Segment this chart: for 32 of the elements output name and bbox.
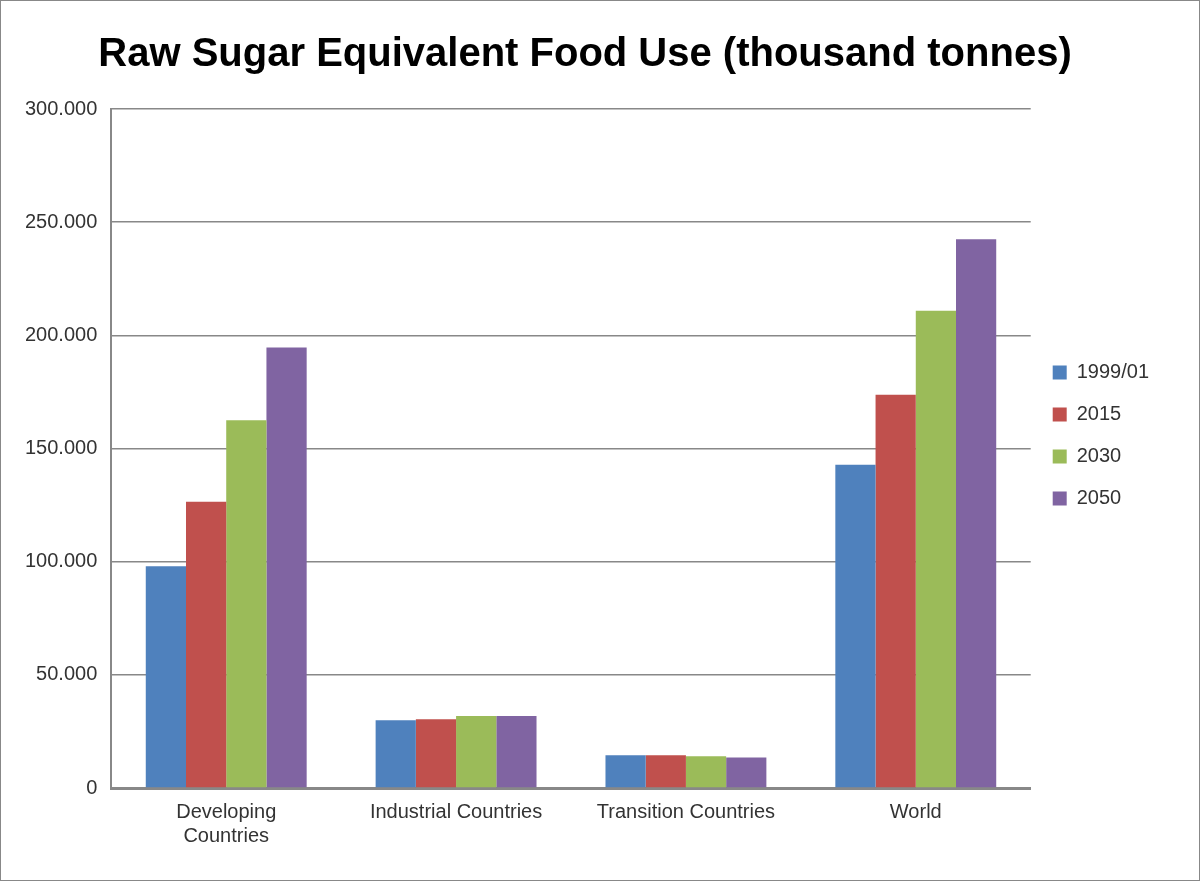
- bar: [605, 755, 646, 788]
- bar: [415, 719, 457, 788]
- bar: [875, 394, 916, 788]
- chart-title: Raw Sugar Equivalent Food Use (thousand tonnes): [98, 30, 1072, 75]
- legend-label: 2050: [1076, 486, 1122, 509]
- bar: [956, 239, 997, 788]
- y-tick-label: 200.000: [25, 322, 98, 345]
- x-tick-label: Transition Countries: [596, 799, 776, 822]
- y-tick-label: 100.000: [25, 549, 98, 572]
- y-tick-label: 150.000: [25, 436, 98, 459]
- legend-label: 1999/01: [1076, 360, 1149, 383]
- legend-label: 2030: [1076, 444, 1122, 467]
- bar: [145, 566, 186, 788]
- bar: [266, 347, 307, 788]
- bar: [915, 310, 956, 788]
- bar: [685, 756, 727, 788]
- x-tick-label: Developing Countries: [176, 799, 277, 846]
- y-tick-label: 300.000: [25, 96, 98, 119]
- bar: [456, 716, 497, 788]
- y-tick-label: 50.000: [36, 662, 98, 685]
- x-tick-label: Industrial Countries: [369, 799, 543, 822]
- bar: [835, 464, 876, 788]
- bar: [645, 755, 686, 788]
- bar: [496, 716, 537, 788]
- bar: [375, 720, 416, 788]
- bar: [726, 757, 767, 788]
- bar: [226, 420, 267, 788]
- x-tick-label: World: [889, 799, 942, 822]
- y-tick-label: 0: [86, 775, 98, 798]
- y-tick-label: 250.000: [25, 209, 98, 232]
- legend-label: 2015: [1076, 402, 1122, 425]
- bar: [186, 501, 227, 788]
